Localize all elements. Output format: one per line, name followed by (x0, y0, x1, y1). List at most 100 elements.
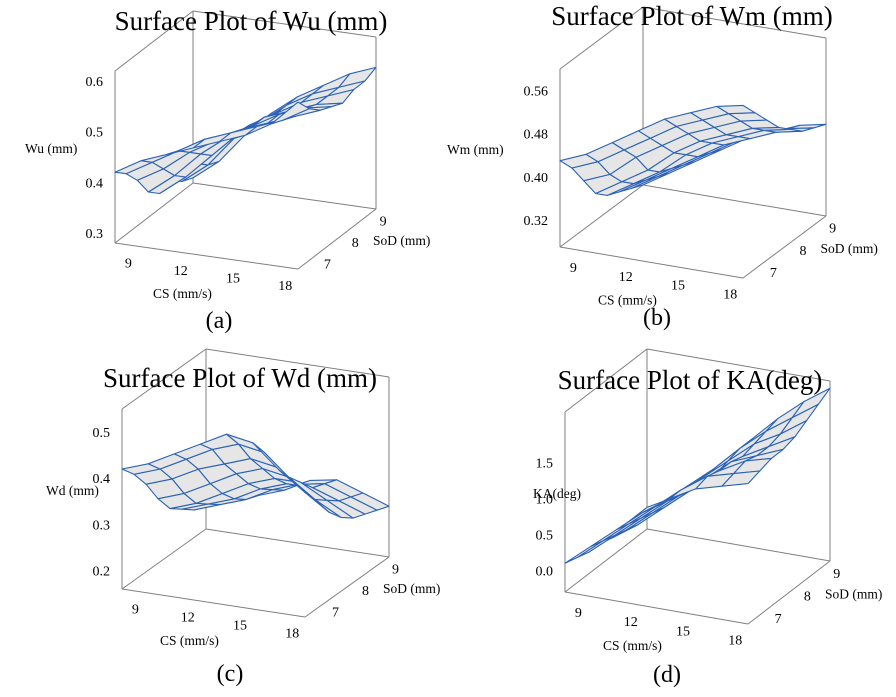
x-tick-label: 15 (226, 271, 240, 286)
surface-mesh (564, 387, 831, 564)
x-axis-label: CS (mm/s) (160, 633, 219, 648)
y-tick-label: 8 (352, 236, 359, 251)
top-left-edge (564, 348, 648, 413)
z-tick-label: 1.0 (536, 492, 554, 507)
y-axis-label: SoD (mm) (383, 581, 440, 596)
surface-mesh (559, 104, 827, 196)
floor-left-edge (559, 184, 644, 248)
x-tick-label: 18 (285, 627, 299, 642)
floor-left-edge (114, 182, 194, 244)
top-left-edge (559, 6, 644, 70)
z-tick-label: 0.3 (86, 227, 104, 242)
y-tick-label: 7 (324, 257, 331, 272)
y-axis-label: SoD (mm) (373, 233, 430, 248)
panel-caption: (d) (653, 662, 681, 688)
x-tick-label: 12 (619, 270, 633, 285)
x-tick-label: 15 (671, 279, 685, 294)
floor-back-edge (646, 528, 831, 562)
x-tick-label: 15 (233, 619, 247, 634)
z-tick-label: 0.48 (524, 128, 549, 143)
chart-title: Surface Plot of Wd (mm) (103, 363, 377, 393)
y-tick-label: 9 (380, 214, 387, 229)
floor-front-edge (114, 242, 299, 270)
z-tick-label: 1.5 (536, 456, 554, 471)
x-axis-label: CS (mm/s) (603, 638, 662, 653)
z-axis-label: KA(deg) (533, 486, 581, 501)
y-tick-label: 7 (775, 612, 782, 627)
x-axis-label: CS (mm/s) (153, 286, 212, 301)
x-tick-label: 12 (181, 611, 195, 626)
chart-panel-c: Surface Plot of Wd (mm) (c) 0.2 0.3 0.4 0.5 Wd… (46, 348, 440, 687)
y-axis-label: SoD (mm) (821, 241, 878, 256)
z-axis-label: Wu (mm) (25, 141, 77, 156)
floor-back-edge (205, 528, 390, 558)
panel-caption: (c) (217, 661, 244, 687)
x-tick-label: 12 (174, 264, 188, 279)
y-tick-label: 8 (804, 589, 811, 604)
z-tick-label: 0.2 (93, 565, 111, 580)
top-back-edge (642, 6, 827, 39)
y-tick-label: 7 (332, 605, 339, 620)
x-tick-label: 18 (728, 633, 742, 648)
z-axis-label: Wm (mm) (447, 142, 504, 157)
chart-panel-d: Surface Plot of KA(deg) (d) 0.0 0.5 1.0 1.5 KA… (533, 348, 882, 688)
floor-right-edge (747, 560, 831, 625)
x-tick-label: 15 (676, 624, 690, 639)
surface-cell (278, 469, 318, 503)
y-axis-label: SoD (mm) (825, 587, 882, 602)
floor-right-edge (297, 208, 377, 270)
x-tick-label: 9 (570, 261, 577, 276)
x-tick-label: 9 (125, 256, 132, 271)
floor-back-edge (642, 184, 827, 217)
z-tick-label: 0.5 (86, 126, 104, 141)
y-tick-label: 9 (392, 562, 399, 577)
x-tick-label: 9 (132, 603, 139, 618)
z-tick-label: 0.3 (93, 518, 111, 533)
surface-cell (590, 523, 630, 547)
y-tick-label: 9 (829, 222, 836, 237)
x-tick-label: 12 (624, 615, 638, 630)
z-tick-label: 0.4 (93, 472, 111, 487)
y-tick-label: 8 (362, 584, 369, 599)
z-tick-label: 0.56 (524, 85, 549, 100)
panel-caption: (a) (206, 308, 233, 334)
top-back-edge (646, 348, 831, 382)
chart-title: Surface Plot of KA(deg) (558, 365, 823, 395)
z-tick-label: 0.4 (86, 176, 104, 191)
surface-cell (271, 101, 310, 125)
y-tick-label: 7 (770, 266, 777, 281)
x-tick-label: 18 (278, 279, 292, 294)
y-tick-label: 8 (799, 244, 806, 259)
chart-title: Surface Plot of Wu (mm) (115, 6, 388, 36)
surface-cell (564, 540, 604, 564)
x-tick-label: 18 (723, 288, 737, 303)
chart-panel-a: Surface Plot of Wu (mm) (a) 0.3 0.4 0.5 0.6 Wu… (25, 6, 430, 334)
floor-front-edge (559, 246, 744, 279)
top-left-edge (121, 348, 207, 410)
surface-mesh (114, 66, 377, 195)
panel-caption: (b) (643, 305, 671, 331)
z-tick-label: 0.5 (536, 528, 554, 543)
z-tick-label: 0.0 (536, 564, 554, 579)
z-tick-label: 0.6 (86, 75, 104, 90)
surface-mesh (121, 433, 390, 519)
y-tick-label: 9 (833, 567, 840, 582)
floor-right-edge (304, 556, 390, 618)
x-tick-label: 9 (575, 606, 582, 621)
floor-front-edge (121, 588, 306, 618)
floor-back-edge (192, 182, 377, 210)
floor-left-edge (121, 528, 207, 590)
z-tick-label: 0.32 (524, 214, 549, 229)
z-axis-label: Wd (mm) (46, 483, 99, 498)
floor-right-edge (742, 215, 827, 279)
floor-left-edge (564, 528, 648, 593)
surface-cell (716, 104, 756, 115)
top-back-edge (205, 348, 390, 378)
top-back-edge (192, 10, 377, 38)
z-tick-label: 0.5 (93, 426, 111, 441)
x-axis-label: CS (mm/s) (598, 293, 657, 308)
z-tick-label: 0.40 (524, 171, 549, 186)
surface-cell (721, 470, 761, 487)
floor-front-edge (564, 591, 749, 625)
